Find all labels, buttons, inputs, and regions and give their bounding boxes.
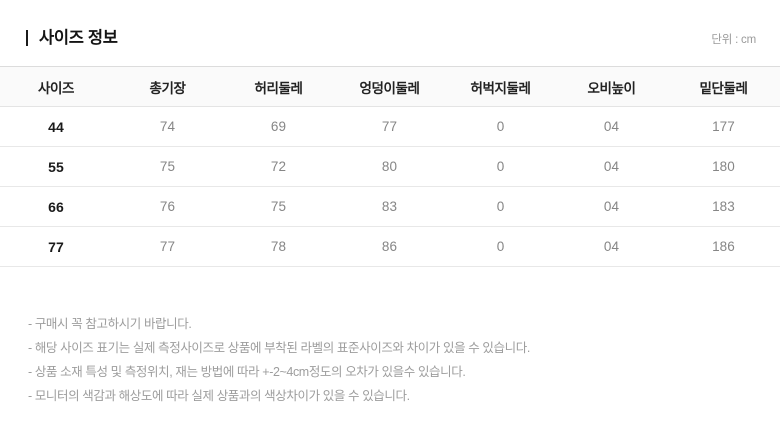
cell-waist: 78 xyxy=(223,226,334,267)
note-item: - 구매시 꼭 참고하시기 바랍니다. xyxy=(28,317,192,331)
cell-size: 77 xyxy=(0,226,112,267)
cell-hem: 183 xyxy=(667,186,780,227)
cell-hip: 77 xyxy=(334,106,445,147)
column-header-total-length: 총기장 xyxy=(112,66,223,107)
table-row: 66 76 75 83 0 04 183 xyxy=(0,186,780,227)
cell-total-length: 75 xyxy=(112,146,223,187)
cell-hip: 80 xyxy=(334,146,445,187)
cell-hem: 180 xyxy=(667,146,780,187)
table-row: 55 75 72 80 0 04 180 xyxy=(0,146,780,187)
column-header-thigh: 허벅지둘레 xyxy=(445,66,556,107)
cell-waistband: 04 xyxy=(556,146,667,187)
size-table-body: 44 74 69 77 0 04 177 55 75 72 80 0 04 18… xyxy=(0,106,780,267)
section-header: 사이즈 정보 단위 : cm xyxy=(0,0,780,66)
note-item: - 해당 사이즈 표기는 실제 측정사이즈로 상품에 부착된 라벨의 표준사이즈… xyxy=(28,341,530,355)
cell-hem: 177 xyxy=(667,106,780,147)
cell-size: 66 xyxy=(0,186,112,227)
cell-hip: 83 xyxy=(334,186,445,227)
note-item: - 모니터의 색감과 해상도에 따라 실제 상품과의 색상차이가 있을 수 있습… xyxy=(28,389,410,403)
cell-hem: 186 xyxy=(667,226,780,267)
column-header-hip: 엉덩이둘레 xyxy=(334,66,445,107)
notes-list: - 구매시 꼭 참고하시기 바랍니다. - 해당 사이즈 표기는 실제 측정사이… xyxy=(0,267,780,408)
cell-waist: 69 xyxy=(223,106,334,147)
cell-waistband: 04 xyxy=(556,226,667,267)
table-row: 44 74 69 77 0 04 177 xyxy=(0,106,780,147)
cell-thigh: 0 xyxy=(445,186,556,227)
cell-waistband: 04 xyxy=(556,106,667,147)
column-header-size: 사이즈 xyxy=(0,66,112,107)
size-table: 사이즈 총기장 허리둘레 엉덩이둘레 허벅지둘레 오비높이 밑단둘레 44 74… xyxy=(0,66,780,267)
size-table-head: 사이즈 총기장 허리둘레 엉덩이둘레 허벅지둘레 오비높이 밑단둘레 xyxy=(0,66,780,107)
cell-size: 55 xyxy=(0,146,112,187)
column-header-waistband: 오비높이 xyxy=(556,66,667,107)
table-header-row: 사이즈 총기장 허리둘레 엉덩이둘레 허벅지둘레 오비높이 밑단둘레 xyxy=(0,66,780,107)
cell-waist: 72 xyxy=(223,146,334,187)
cell-thigh: 0 xyxy=(445,226,556,267)
column-header-hem: 밑단둘레 xyxy=(667,66,780,107)
cell-total-length: 74 xyxy=(112,106,223,147)
cell-total-length: 77 xyxy=(112,226,223,267)
table-row: 77 77 78 86 0 04 186 xyxy=(0,226,780,267)
cell-thigh: 0 xyxy=(445,106,556,147)
cell-size: 44 xyxy=(0,106,112,147)
cell-waistband: 04 xyxy=(556,186,667,227)
cell-total-length: 76 xyxy=(112,186,223,227)
title-accent-bar-icon xyxy=(26,30,28,46)
note-item: - 상품 소재 특성 및 측정위치, 재는 방법에 따라 +-2~4cm정도의 … xyxy=(28,365,466,379)
cell-waist: 75 xyxy=(223,186,334,227)
page-title: 사이즈 정보 xyxy=(26,20,118,47)
unit-note: 단위 : cm xyxy=(711,34,756,46)
cell-hip: 86 xyxy=(334,226,445,267)
cell-thigh: 0 xyxy=(445,146,556,187)
column-header-waist: 허리둘레 xyxy=(223,66,334,107)
page-title-label: 사이즈 정보 xyxy=(39,28,118,47)
